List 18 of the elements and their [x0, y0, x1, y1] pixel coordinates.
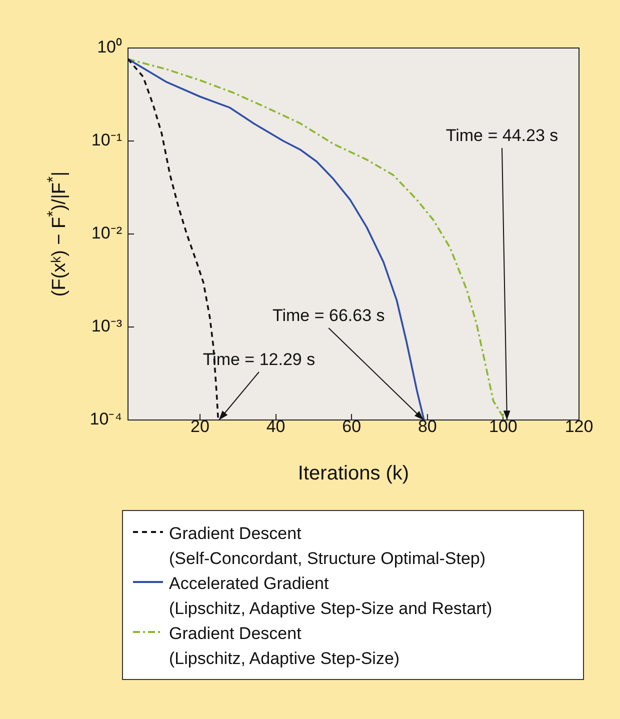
y-tick-label: 10⁻³	[91, 316, 122, 336]
x-tick-label: 120	[564, 416, 594, 436]
y-tick-label: 10⁰	[97, 38, 122, 57]
x-tick-label: 60	[342, 416, 362, 436]
legend-label: Gradient Descent (Lipschitz, Adaptive Step-Size)	[169, 623, 400, 670]
y-tick-label: 10⁻²	[91, 224, 122, 243]
legend-label: Accelerated Gradient (Lipschitz, Adaptive Step-Size and Restart)	[169, 573, 492, 620]
x-tick-label: 80	[418, 416, 437, 436]
x-tick-label: 40	[266, 416, 286, 436]
annotation: Time = 66.63 s	[272, 306, 385, 326]
x-tick-label: 100	[489, 416, 518, 436]
x-tick-label: 20	[190, 416, 210, 436]
x-axis-title: Iterations (k)	[298, 462, 410, 485]
y-tick-label: 10⁻⁴	[90, 410, 122, 429]
annotation: Time = 12.29 s	[202, 350, 316, 370]
y-tick-label: 10⁻¹	[91, 130, 122, 150]
annotation: Time = 44.23 s	[446, 126, 558, 146]
legend-label: Gradient Descent (Self-Concordant, Structure Optimal-Step)	[169, 523, 486, 570]
